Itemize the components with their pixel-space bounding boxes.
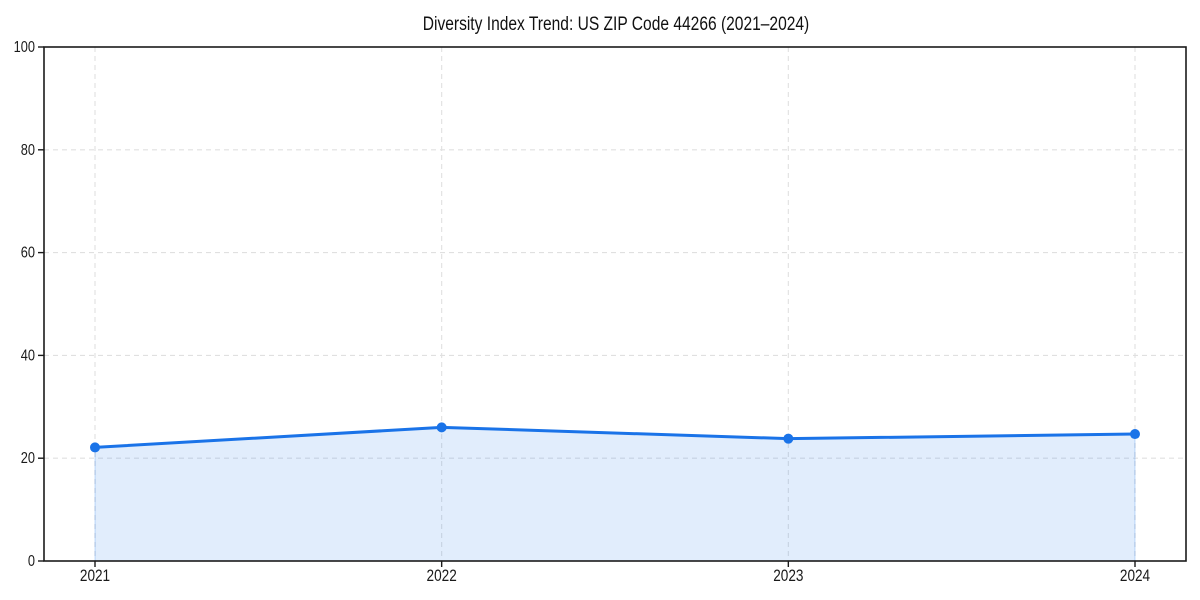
x-tick-label: 2022 bbox=[427, 567, 457, 586]
chart-title: Diversity Index Trend: US ZIP Code 44266… bbox=[423, 13, 810, 35]
chart-title-group: Diversity Index Trend: US ZIP Code 44266… bbox=[423, 13, 810, 35]
data-point-2021 bbox=[90, 442, 100, 453]
y-tick-label: 0 bbox=[28, 553, 35, 571]
plot-border bbox=[43, 46, 1187, 562]
y-tick-label-group: 100 bbox=[14, 39, 35, 57]
data-point-2023 bbox=[783, 433, 794, 444]
data-point-2024 bbox=[1130, 429, 1140, 440]
y-tick-label-group: 0 bbox=[28, 553, 35, 571]
x-tick-label-group: 2024 bbox=[1120, 567, 1151, 586]
y-tick-label: 100 bbox=[14, 39, 35, 57]
y-tick-label: 60 bbox=[21, 244, 35, 262]
x-tick-label-group: 2022 bbox=[427, 567, 457, 586]
x-tick-label: 2023 bbox=[773, 567, 803, 586]
y-tick-label-group: 40 bbox=[21, 347, 35, 365]
x-tick-label-group: 2021 bbox=[80, 567, 110, 586]
x-tick-label-group: 2023 bbox=[773, 567, 803, 586]
area-fill bbox=[94, 426, 1136, 562]
x-tick-label: 2021 bbox=[80, 567, 110, 586]
trend-line bbox=[93, 425, 1137, 449]
y-tick-label-group: 60 bbox=[21, 244, 35, 262]
y-tick-label: 40 bbox=[21, 347, 35, 365]
y-tick-label-group: 80 bbox=[21, 142, 35, 160]
y-tick-label: 20 bbox=[21, 450, 35, 468]
y-tick-label-group: 20 bbox=[21, 450, 35, 468]
data-point-2022 bbox=[436, 422, 447, 433]
x-tick-label: 2024 bbox=[1120, 567, 1151, 586]
chart-layers: 0 20 40 60 80 100 2021 2022 2023 2024 bbox=[14, 39, 1187, 586]
y-tick-label: 80 bbox=[21, 142, 35, 160]
